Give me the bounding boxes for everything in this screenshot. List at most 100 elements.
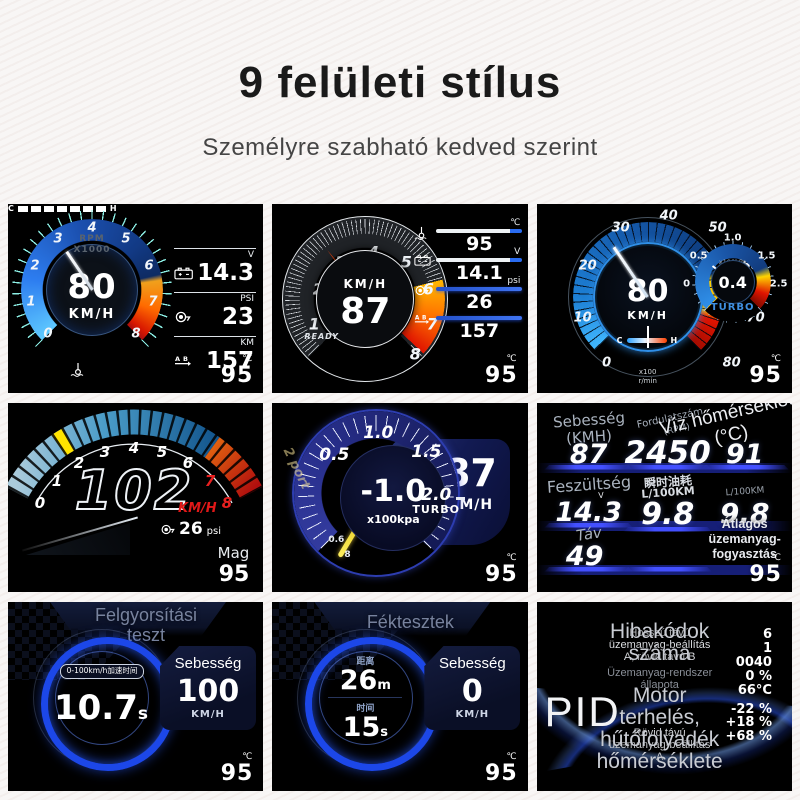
pid-row-label: üzemanyag-beállítás: [608, 739, 711, 751]
dial-number: 20: [578, 258, 597, 274]
hud-style-9-panel: PID Hosszú távú üzemanyag-beállítás A, r…: [536, 602, 792, 791]
turbo-icon: [175, 311, 191, 323]
dial-number: 0.5: [319, 445, 350, 465]
turbo-value-display: 0.4: [710, 260, 755, 304]
turbo-scale-label: x100kpa: [366, 513, 420, 526]
time-value: 15: [342, 712, 381, 743]
row-value: 14.1: [455, 262, 503, 284]
page-title: 9 felületi stílus: [238, 58, 562, 107]
pid-value: 66°C: [737, 683, 772, 698]
glow-bar: [623, 465, 712, 470]
row-value: 95: [466, 233, 493, 255]
temp-value: 95: [220, 363, 254, 388]
voltage-row: V 14.1: [414, 247, 523, 284]
time-unit: s: [137, 704, 148, 724]
speed-unit: KM/H: [178, 501, 217, 516]
boost-unit: psi: [206, 525, 222, 537]
temp-value: 95: [218, 562, 250, 588]
hud-style-8-panel: Féktesztek 距离 26m 时间 15s Sebesség 0 KM/H…: [272, 602, 528, 791]
glow-bar: [544, 523, 633, 528]
glow-bar: [700, 465, 789, 470]
boost-unit: PSI: [240, 294, 254, 304]
dial-number: 2: [73, 454, 85, 472]
coolant-segments: [17, 205, 106, 212]
dial-number: 6: [144, 258, 154, 274]
pid-value: -22 %: [730, 702, 772, 717]
dial-number: 4: [128, 439, 140, 457]
gauge-outer-ring: [292, 409, 461, 577]
svg-text:A: A: [175, 355, 180, 363]
temp-value: 95: [485, 761, 518, 786]
glow-bar: [544, 465, 633, 470]
dial-number: 1: [308, 314, 320, 334]
dial-number: 1: [26, 294, 36, 310]
dial-number: 80: [722, 355, 741, 371]
hud-style-4-panel: 0 1 2 3 4 5 6 7 8 102 KM/H 26 psi Mag 95: [8, 403, 264, 592]
glow-bar: [623, 567, 712, 572]
coolant-temp: ℃ 95: [221, 355, 254, 387]
turbo-label: TURBO: [412, 503, 460, 516]
dial-number: 0: [43, 326, 53, 342]
distance-readout: 距离 26m: [305, 654, 425, 694]
coolant-range-bar: C H: [617, 336, 678, 345]
turbo-value: -1.0: [360, 474, 427, 509]
dial-number: 5: [400, 252, 412, 272]
dial-number: 8: [131, 326, 141, 342]
pid-value: 0040: [735, 655, 772, 670]
dial-number: 40: [659, 208, 678, 224]
fault-codes-overlay: száma: [628, 642, 691, 665]
gauge-outer-ring: [282, 216, 449, 382]
trip-unit: KM: [240, 338, 254, 348]
temp-value: 95: [749, 562, 782, 587]
dial-number: 0.5: [689, 250, 708, 262]
dial-number: 7: [204, 472, 216, 490]
dial-number: 50: [708, 220, 727, 236]
dial-number: 1.5: [411, 442, 442, 462]
coolant-temp: ℃ 95: [485, 753, 518, 785]
cell-value: 9.8: [719, 497, 770, 530]
avg-fuel-overlay-label: Átlagos üzemanyag-fogyasztás: [685, 517, 792, 562]
turbo-gauge: 0 0.5 1.0 1.5 2.5 x100kPa 0.4 TURBO: [683, 233, 788, 323]
inner-ring: [55, 651, 149, 745]
distance-label: 距离: [356, 657, 375, 667]
row-value: 157: [459, 320, 500, 342]
page-header: 9 felületi stílus Személyre szabható ked…: [0, 0, 800, 162]
cell-value: 14.3: [555, 497, 622, 528]
turbo-value: 0.4: [718, 273, 747, 292]
stat-bar: [436, 229, 523, 233]
engine-load-overlay: terhelés,: [619, 706, 700, 729]
dial-number: 0: [34, 494, 46, 512]
coolant-temp: ℃ 95: [221, 753, 254, 785]
pid-value: +68 %: [725, 729, 772, 744]
fault-codes-overlay: Hibakódok: [610, 620, 710, 643]
dial-number: 8: [221, 494, 233, 512]
dial-number: 7: [426, 314, 438, 334]
row-unit: V: [514, 247, 521, 257]
speed-display: 80 KM/H: [46, 244, 138, 336]
row-band: [536, 521, 792, 531]
boost-readout: 26 psi: [160, 519, 221, 539]
turbo-icon: [415, 285, 430, 296]
cell-value: 9.8: [641, 497, 695, 532]
speed-unit: KM/H: [191, 709, 225, 720]
divider: [328, 697, 403, 698]
minor-number: 8: [344, 550, 351, 560]
test-title: Féktesztek: [366, 612, 454, 632]
dial-number: 10: [573, 310, 592, 326]
speed-label: Sebesség: [438, 655, 506, 672]
minor-number: 0.6: [328, 535, 345, 545]
cell-label: Feszültség: [546, 472, 632, 497]
pid-value: 6: [762, 627, 772, 642]
dial-number: 4: [87, 220, 97, 236]
time-label: 时间: [356, 704, 375, 714]
dial-number: 0: [602, 355, 612, 371]
rpm-scale-label: x100 r/min: [559, 368, 737, 386]
turbo-icon: [161, 524, 175, 534]
boost-value: 26: [179, 519, 203, 539]
dial-number: 0: [683, 278, 691, 290]
temp-unit: ℃: [506, 354, 517, 364]
speed-unit: KM/H: [68, 307, 116, 322]
